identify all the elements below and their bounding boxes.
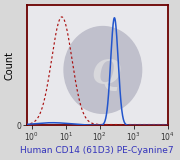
X-axis label: Human CD14 (61D3) PE-Cyanine7: Human CD14 (61D3) PE-Cyanine7 <box>20 146 174 155</box>
Text: Q: Q <box>91 58 120 91</box>
Y-axis label: Count: Count <box>5 51 15 80</box>
Ellipse shape <box>64 27 142 113</box>
